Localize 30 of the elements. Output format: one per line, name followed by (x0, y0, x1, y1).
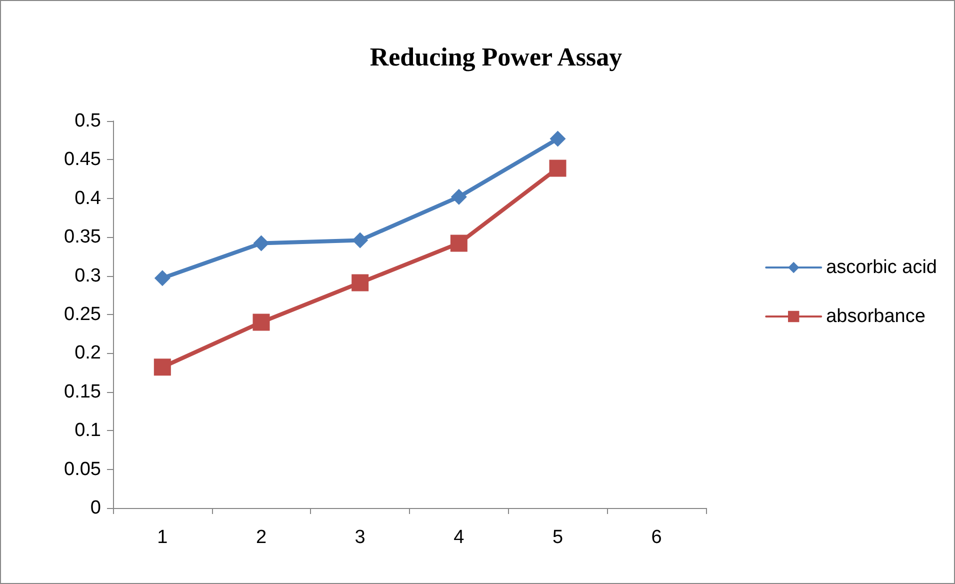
y-tick-label: 0.2 (74, 342, 101, 364)
point (450, 188, 467, 205)
y-tick-label: 0.1 (74, 420, 101, 442)
y-tick-label: 0 (90, 498, 101, 518)
x-tick-label: 5 (552, 527, 564, 548)
x-tick-label: 1 (157, 527, 168, 548)
x-tick-label: 6 (651, 527, 662, 548)
y-tick-label: 0.05 (64, 458, 101, 480)
legend-label: ascorbic acid (826, 257, 938, 278)
x-tick-label: 3 (354, 527, 366, 548)
point (253, 235, 270, 252)
y-tick-label: 0.25 (64, 304, 101, 325)
chart-title: Reducing Power Assay (370, 42, 622, 72)
point (352, 232, 368, 248)
point (450, 234, 468, 252)
point (352, 274, 369, 292)
y-tick-label: 0.5 (74, 110, 101, 132)
point (549, 160, 566, 177)
point (252, 314, 270, 331)
x-tick-label: 4 (454, 527, 465, 548)
y-tick-label: 0.15 (64, 381, 101, 402)
point (154, 358, 171, 376)
y-tick-label: 0.4 (74, 188, 102, 209)
x-tick-label: 2 (256, 527, 267, 548)
point (550, 130, 566, 147)
legend-label: absorbance (826, 306, 926, 327)
y-tick-label: 0.45 (64, 149, 101, 170)
y-tick-label: 0.35 (64, 226, 101, 248)
y-tick-label: 0.3 (74, 265, 101, 286)
point (154, 270, 170, 286)
